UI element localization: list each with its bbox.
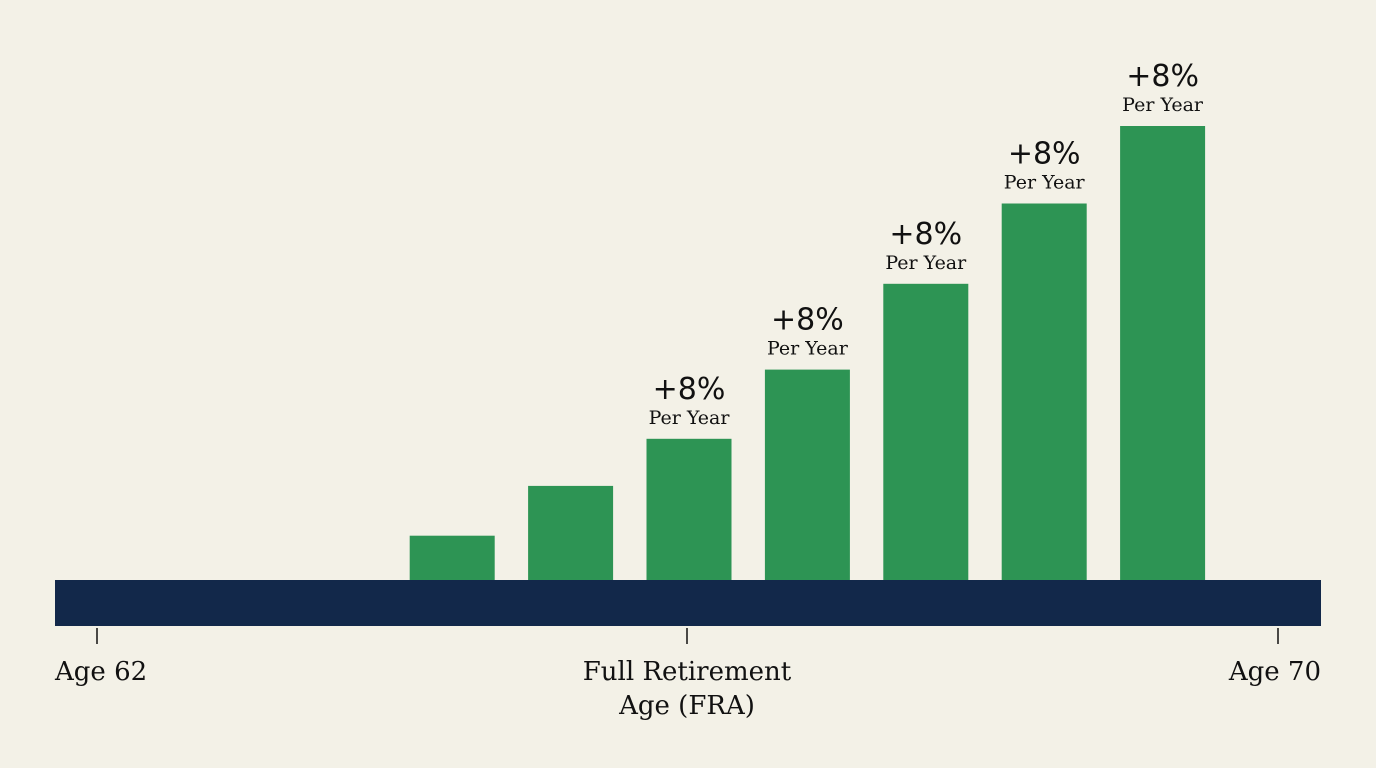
- bar-4: [528, 485, 614, 580]
- bar-annotation-sub-8: Per Year: [1004, 172, 1086, 194]
- axis-label-2: Age 70: [1228, 657, 1321, 687]
- axis-label-0: Age 62: [54, 657, 147, 687]
- bar-3: [409, 535, 495, 580]
- bar-annotation-value-8: +8%: [1008, 137, 1081, 172]
- axis-labels-group: Age 62 Full Retirement Age (FRA) Age 70: [54, 657, 1321, 721]
- bar-annotation-sub-9: Per Year: [1122, 94, 1204, 116]
- bars-group: [409, 126, 1206, 580]
- tick-marks-group: [96, 628, 1279, 644]
- bar-annotation-sub-6: Per Year: [767, 338, 849, 360]
- bar-8: [1001, 203, 1087, 580]
- bar-7: [883, 283, 969, 580]
- bar-annotation-value-6: +8%: [771, 303, 844, 338]
- bar-5: [646, 438, 732, 580]
- bar-annotation-value-5: +8%: [653, 372, 726, 407]
- axis-label-1-line2: Age (FRA): [618, 691, 755, 721]
- bar-annotation-value-7: +8%: [889, 217, 962, 252]
- annotations-group: +8%Per Year+8%Per Year+8%Per Year+8%Per …: [649, 59, 1204, 429]
- baseline-bar: [55, 580, 1321, 626]
- bar-annotation-sub-5: Per Year: [649, 407, 731, 429]
- axis-label-1: Full Retirement: [583, 657, 792, 687]
- bar-annotation-sub-7: Per Year: [885, 252, 967, 274]
- bar-annotation-value-9: +8%: [1126, 59, 1199, 94]
- bar-9: [1120, 126, 1206, 580]
- bar-6: [764, 369, 850, 580]
